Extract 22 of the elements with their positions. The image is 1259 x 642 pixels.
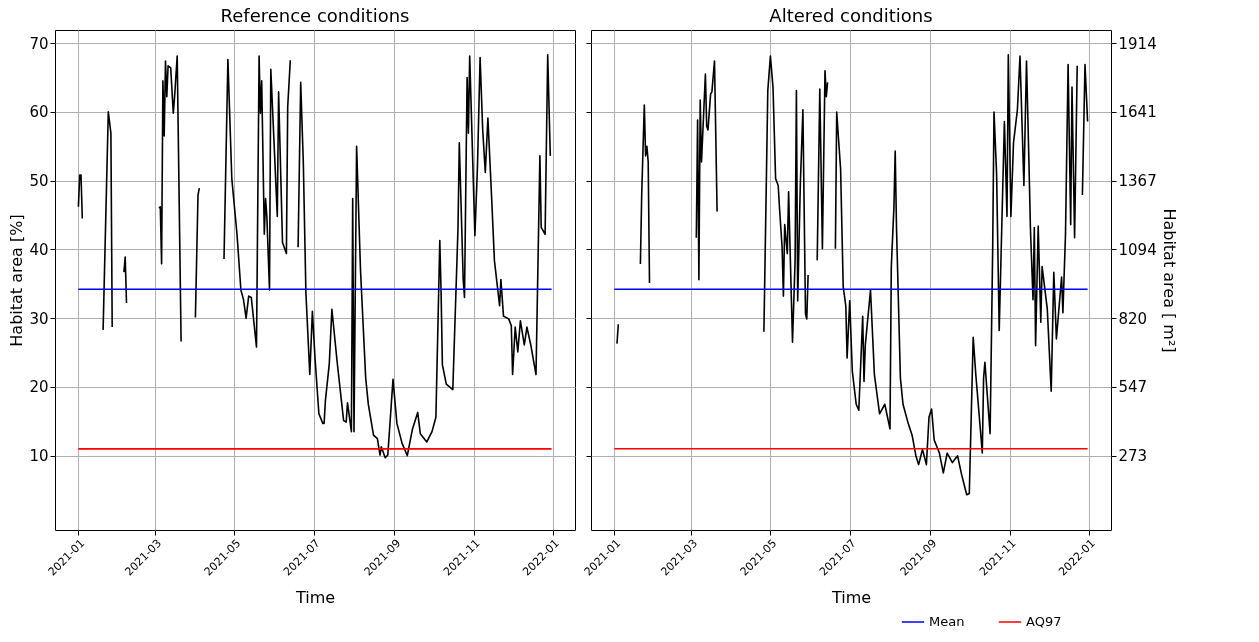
chart-title: Altered conditions [769, 5, 933, 26]
x-axis-title: Time [830, 587, 872, 607]
y2-tick-label: 820 [1118, 309, 1148, 328]
legend-label: AQ97 [1026, 614, 1062, 629]
y2-tick-label: 1367 [1118, 172, 1157, 191]
y-tick-label: 30 [29, 309, 49, 328]
y-tick-label: 50 [29, 172, 49, 191]
x-axis-title: Time [294, 587, 336, 607]
chart-title: Reference conditions [220, 5, 410, 26]
y-tick-label: 70 [29, 34, 49, 53]
y2-tick-label: 1914 [1118, 34, 1157, 53]
y-tick-label: 20 [29, 378, 49, 397]
y-axis-title: Habitat area [%] [7, 214, 27, 347]
y-tick-label: 60 [29, 103, 49, 122]
y-tick-label: 10 [29, 447, 49, 466]
y-tick-label: 40 [29, 240, 49, 259]
y2-tick-label: 1094 [1118, 240, 1157, 259]
y2-tick-label: 1641 [1118, 103, 1157, 122]
legend-label: Mean [929, 614, 965, 629]
y2-tick-label: 547 [1118, 378, 1148, 397]
y2-axis-title: Habitat area [ m²] [1159, 208, 1179, 353]
y2-tick-label: 273 [1118, 447, 1148, 466]
